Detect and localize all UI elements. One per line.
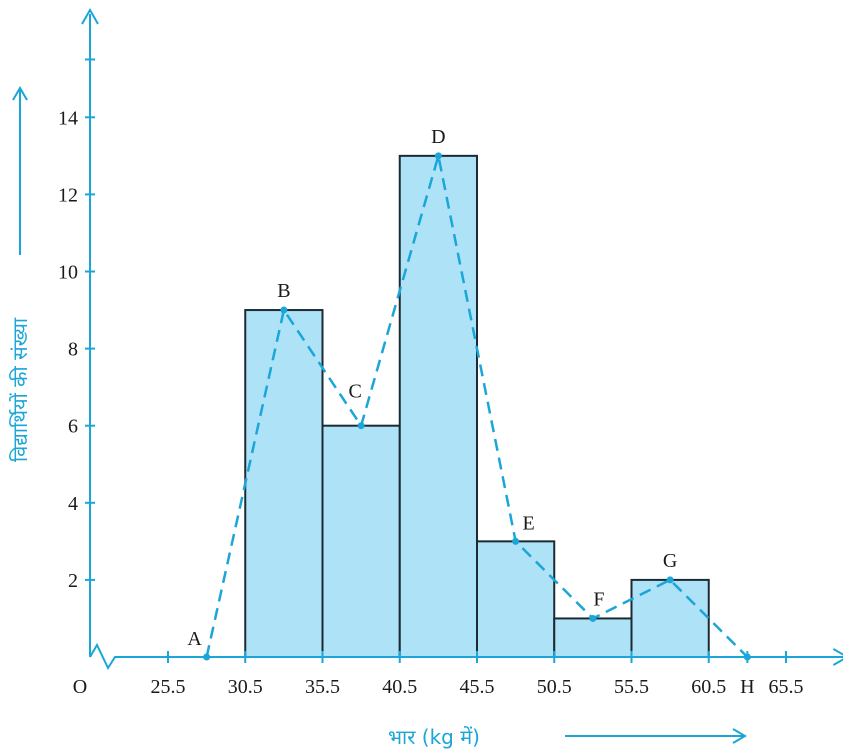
polygon-point-F <box>589 614 597 622</box>
x-tick-label-55.5: 55.5 <box>614 676 649 698</box>
y-axis-arrowhead <box>81 7 99 25</box>
y-tick-label-12: 12 <box>58 184 78 206</box>
polygon-label-G: G <box>663 550 677 572</box>
x-tick-label-40.5: 40.5 <box>382 676 417 698</box>
polygon-label-C: C <box>348 381 361 403</box>
polygon-label-B: B <box>277 280 290 302</box>
x-tick-label-45.5: 45.5 <box>460 676 495 698</box>
histogram-bar-1 <box>244 309 324 658</box>
frequency-polygon-layer <box>203 152 751 661</box>
axes-layer <box>12 7 843 744</box>
labels-layer: 2 4 6 8 10 12 14 25.5 30.5 35.5 40.5 45.5 50.5 55.5 60… <box>58 107 804 698</box>
y-tick-label-14: 14 <box>58 107 78 129</box>
polygon-point-A <box>203 653 211 661</box>
x-tick-label-25.5: 25.5 <box>151 676 186 698</box>
x-tick-label-65.5: 65.5 <box>769 676 804 698</box>
y-tick-label-10: 10 <box>58 262 78 284</box>
histogram-bar-2 <box>321 424 401 659</box>
polygon-label-D: D <box>431 126 445 148</box>
x-axis-title: भार (kg में) <box>388 725 480 749</box>
polygon-label-A: A <box>187 628 202 650</box>
polygon-point-B <box>280 306 288 314</box>
bars-layer <box>244 154 710 659</box>
polygon-point-G <box>666 576 674 584</box>
y-tick-label-4: 4 <box>68 493 78 515</box>
polygon-point-H <box>743 653 751 661</box>
polygon-point-C <box>357 422 365 430</box>
polygon-label-F: F <box>593 588 604 610</box>
histogram-bar-6 <box>630 578 710 659</box>
x-tick-label-50.5: 50.5 <box>537 676 572 698</box>
x-axis-arrowhead <box>832 648 843 666</box>
x-axis-line <box>89 642 843 671</box>
x-tick-label-60.5: 60.5 <box>691 676 726 698</box>
y-title-arrowhead <box>12 86 28 101</box>
y-tick-label-6: 6 <box>68 416 78 438</box>
x-title-arrowhead <box>732 728 747 744</box>
x-tick-label-35.5: 35.5 <box>305 676 340 698</box>
y-axis-title: विद्यार्थियों की संख्या <box>8 317 32 462</box>
histogram-bar-4 <box>476 540 556 658</box>
origin-label: O <box>73 676 87 698</box>
y-tick-label-8: 8 <box>68 339 78 361</box>
frequency-polygon-line <box>205 155 749 658</box>
polygon-point-D <box>434 152 442 160</box>
polygon-point-E <box>512 537 520 545</box>
polygon-label-E: E <box>523 512 535 534</box>
y-tick-label-2: 2 <box>68 570 78 592</box>
histogram-bar-5 <box>553 617 633 659</box>
x-tick-label-H: H <box>740 676 754 698</box>
x-tick-label-30.5: 30.5 <box>228 676 263 698</box>
histogram-bar-3 <box>398 154 478 658</box>
